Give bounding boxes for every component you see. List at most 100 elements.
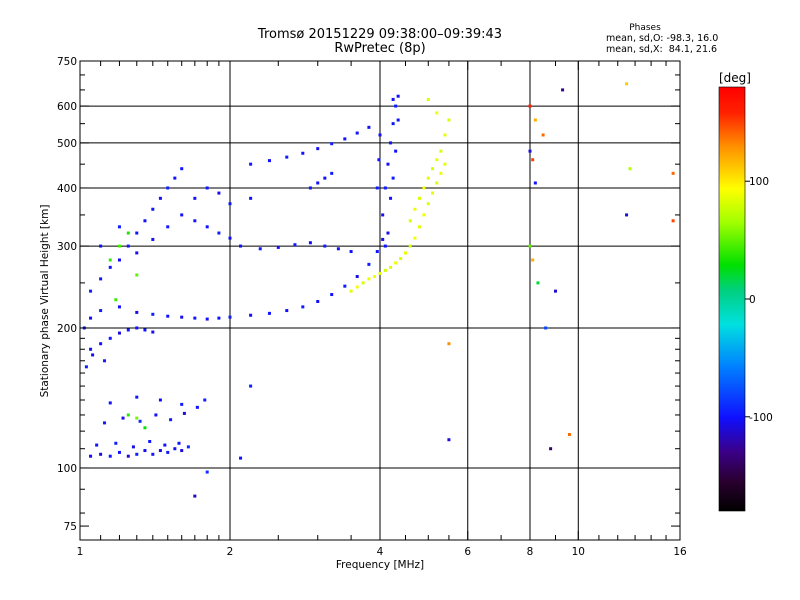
data-point-o (330, 142, 334, 146)
data-point-o (114, 441, 118, 445)
data-point-x (439, 149, 443, 153)
data-point-x (249, 384, 253, 388)
data-point-o (228, 202, 232, 206)
data-point-o (383, 186, 387, 190)
data-point-o (396, 94, 400, 98)
data-point-x (126, 231, 130, 235)
data-point-x (367, 277, 371, 281)
data-point-o (169, 418, 173, 422)
data-point-o (330, 171, 334, 175)
data-point-o (95, 443, 99, 447)
data-point-o (378, 133, 382, 137)
data-point-x (249, 196, 253, 200)
data-point-x (114, 298, 118, 302)
chart-subtitle: RwPretec (8p) (334, 41, 426, 56)
data-point-x (625, 82, 629, 86)
data-point-x (531, 158, 535, 162)
data-point-o (285, 309, 289, 313)
axis-ticks (79, 60, 681, 540)
data-point-x (671, 219, 675, 223)
data-point-o (99, 342, 103, 346)
data-point-o (217, 231, 221, 235)
colorbar (718, 86, 746, 512)
data-point-o (336, 247, 340, 251)
data-point-o (143, 328, 147, 332)
data-point-o (217, 316, 221, 320)
data-point-o (377, 158, 381, 162)
phase-stats-title: Phases (629, 23, 661, 33)
data-point-o (163, 443, 167, 447)
data-point-o (117, 331, 121, 335)
data-point-o (117, 225, 121, 229)
data-point-o (126, 454, 130, 458)
data-point-o (195, 405, 199, 409)
data-point-o (103, 421, 107, 425)
data-point-x (628, 167, 632, 171)
y-axis-label: Stationary phase Virtual Height [km] (39, 205, 51, 398)
data-point-o (239, 244, 243, 248)
x-tick-label: 4 (377, 546, 384, 558)
data-point-o (126, 244, 130, 248)
data-point-o (173, 447, 177, 451)
x-tick-label: 16 (673, 546, 687, 558)
data-point-x (426, 176, 430, 180)
data-point-o (151, 330, 155, 334)
data-point-o (135, 310, 139, 314)
data-point-x (413, 207, 417, 211)
data-point-o (193, 196, 197, 200)
data-point-o (308, 186, 312, 190)
data-point-x (417, 196, 421, 200)
data-point-x (439, 171, 443, 175)
data-point-x (417, 225, 421, 229)
data-point-x (413, 236, 417, 240)
x-tick-label: 6 (464, 546, 471, 558)
data-point-o (158, 398, 162, 402)
data-point-x (435, 181, 439, 185)
data-point-x (536, 281, 540, 285)
data-point-x (394, 261, 398, 265)
data-point-o (267, 311, 271, 315)
data-point-o (89, 454, 93, 458)
data-point-o (389, 196, 393, 200)
data-point-o (173, 176, 177, 180)
data-point-x (549, 447, 553, 451)
data-point-o (323, 176, 327, 180)
data-point-o (267, 159, 271, 163)
data-point-o (138, 419, 142, 423)
colorbar-tick-label: 100 (749, 176, 769, 188)
data-point-o (151, 452, 155, 456)
data-point-o (99, 244, 103, 248)
data-point-o (108, 401, 112, 405)
data-point-o (154, 413, 158, 417)
data-point-o (205, 186, 209, 190)
data-point-o (108, 336, 112, 340)
data-point-o (391, 176, 395, 180)
data-point-o (349, 250, 353, 254)
data-point-o (301, 151, 305, 155)
data-point-o (126, 328, 130, 332)
data-point-o (103, 359, 107, 363)
data-point-o (143, 449, 147, 453)
data-point-o (249, 313, 253, 317)
data-point-o (166, 186, 170, 190)
data-point-o (99, 277, 103, 281)
data-point-x (422, 186, 426, 190)
data-point-o (386, 231, 390, 235)
data-point-x (531, 258, 535, 262)
data-point-x (399, 257, 403, 261)
data-point-o (316, 181, 320, 185)
data-point-o (355, 131, 359, 135)
colorbar-ticks: 100 0 -100 (745, 176, 773, 424)
data-point-x (671, 171, 675, 175)
y-tick-label: 300 (57, 241, 77, 253)
phase-stats-o-mode: mean, sd,O: -98.3, 16.0 (606, 33, 719, 44)
data-point-o (228, 315, 232, 319)
data-point-o (389, 141, 393, 145)
data-point-o (193, 219, 197, 223)
data-point-x (544, 326, 548, 330)
data-point-o (117, 305, 121, 309)
data-point-o (143, 219, 147, 223)
data-point-o (375, 250, 379, 254)
data-point-x (435, 158, 439, 162)
